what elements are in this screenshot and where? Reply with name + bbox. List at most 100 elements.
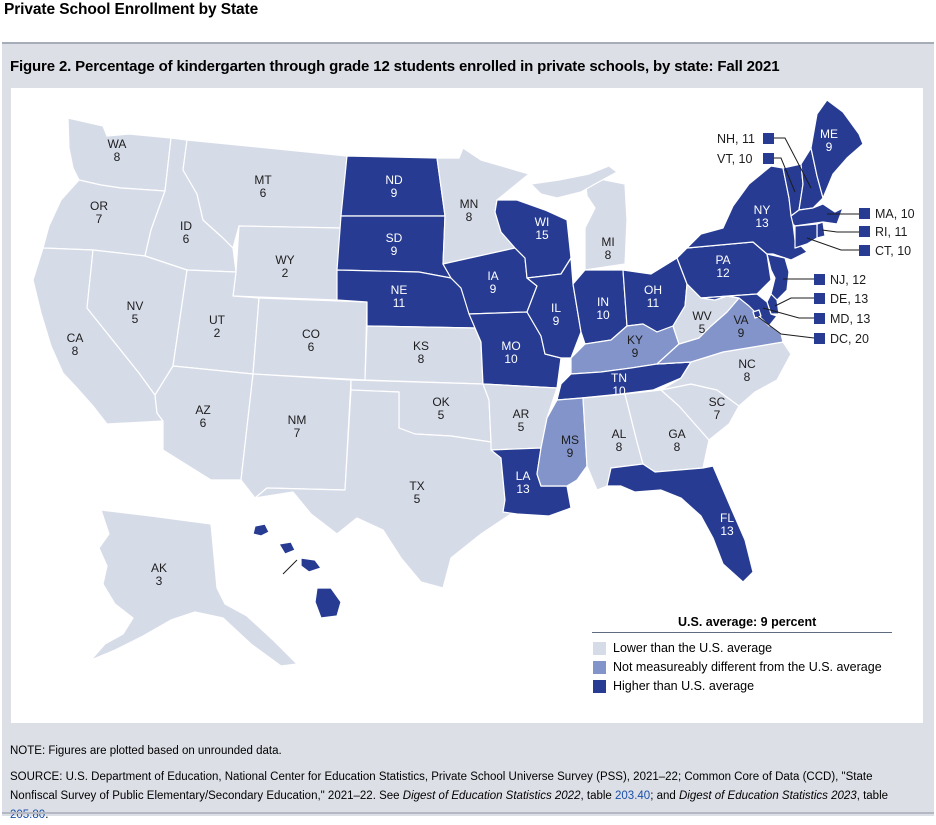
legend-swatch-lower xyxy=(593,641,606,655)
source-part3: ; and xyxy=(650,790,679,802)
callout-DE-label: DE, 13 xyxy=(830,292,868,306)
state-DC[interactable] xyxy=(752,309,762,319)
label-ND: ND 9 xyxy=(385,173,403,200)
note-text: NOTE: Figures are plotted based on unrou… xyxy=(10,745,282,757)
state-TN[interactable] xyxy=(556,361,692,401)
label-MN: MN 8 xyxy=(460,197,479,224)
bottom-rule xyxy=(2,812,934,814)
callout-DE-leader xyxy=(774,297,814,307)
label-TN: TN 10 xyxy=(611,371,627,398)
label-NY: NY 13 xyxy=(754,203,771,230)
label-WV: WV 5 xyxy=(692,309,711,336)
label-VA: VA 9 xyxy=(733,313,748,340)
label-UT: UT 2 xyxy=(209,313,226,340)
state-MA[interactable] xyxy=(790,203,844,227)
label-PA: PA 12 xyxy=(715,253,730,280)
source-table-link-2[interactable]: 205.80 xyxy=(10,809,46,821)
label-NE: NE 11 xyxy=(391,283,408,310)
map-panel: WA 8 OR 7 CA 8 ID 6 NV 5 MT 6 WY 2 UT 2 CO 6 AZ 6 … xyxy=(11,88,923,723)
state-ME[interactable] xyxy=(810,99,864,199)
source-part1: SOURCE: U.S. Department of Education, Na… xyxy=(10,771,873,802)
label-CA: CA 8 xyxy=(67,331,84,358)
callout-RI-label: RI, 11 xyxy=(875,225,907,239)
state-OR[interactable] xyxy=(42,179,166,257)
state-labels: WA 8 OR 7 CA 8 ID 6 NV 5 MT 6 WY 2 UT 2 CO 6 AZ 6 … xyxy=(67,127,838,600)
label-WI: WI 15 xyxy=(535,215,550,242)
state-HI-kauai[interactable] xyxy=(252,523,270,537)
callout-RI-swatch xyxy=(859,226,870,237)
legend-label-lower: Lower than the U.S. average xyxy=(613,641,773,655)
label-WA: WA 8 xyxy=(108,137,127,164)
label-NV: NV 5 xyxy=(127,299,144,326)
label-ID: ID 6 xyxy=(180,219,192,246)
legend-label-same: Not measureably different from the U.S. … xyxy=(613,660,882,674)
label-MO: MO 10 xyxy=(501,339,520,366)
state-MI-upper[interactable] xyxy=(530,165,618,199)
label-LA: LA 13 xyxy=(516,469,531,496)
legend-item-higher: Higher than U.S. average xyxy=(593,679,754,693)
state-HI-group xyxy=(252,523,342,619)
legend-label-higher: Higher than U.S. average xyxy=(613,679,755,693)
callout-MD-label: MD, 13 xyxy=(830,312,870,326)
callout-VT-leader xyxy=(774,157,796,193)
source-part5: . xyxy=(45,809,49,821)
label-FL: FL 13 xyxy=(720,511,734,538)
label-MS: MS 9 xyxy=(561,433,579,460)
source-digest-2022[interactable]: Digest of Education Statistics 2022 xyxy=(402,790,581,802)
callout-NJ-swatch xyxy=(814,274,825,285)
label-SC: SC 7 xyxy=(709,395,726,422)
label-MI: MI 8 xyxy=(601,235,614,262)
callout-CT-label: CT, 10 xyxy=(875,244,911,258)
state-HI-big-island[interactable] xyxy=(314,587,342,619)
state-FL[interactable] xyxy=(606,463,754,583)
label-IA: IA 9 xyxy=(487,269,498,296)
callout-DC-leader xyxy=(756,315,815,339)
callout-NH-swatch xyxy=(763,133,774,144)
state-DE[interactable] xyxy=(766,293,780,315)
callout-MA-swatch xyxy=(859,208,870,219)
label-KY: KY 9 xyxy=(627,333,643,360)
us-map: WA 8 OR 7 CA 8 ID 6 NV 5 MT 6 WY 2 UT 2 CO 6 AZ 6 … xyxy=(32,99,915,667)
label-IN: IN 10 xyxy=(596,295,610,322)
label-AK: AK 3 xyxy=(151,561,167,588)
label-TX: TX 5 xyxy=(409,479,424,506)
legend-swatch-higher xyxy=(593,679,606,693)
label-GA: GA 8 xyxy=(668,427,685,454)
state-MS[interactable] xyxy=(536,397,588,487)
legend-divider xyxy=(592,632,892,633)
label-SD: SD 9 xyxy=(386,231,403,258)
label-KS: KS 8 xyxy=(413,339,429,366)
page-title: Private School Enrollment by State xyxy=(4,1,259,18)
callout-MD-leader xyxy=(762,307,814,319)
label-NC: NC 8 xyxy=(738,357,756,384)
callout-NJ-label: NJ, 12 xyxy=(830,273,866,287)
label-AR: AR 5 xyxy=(513,407,530,434)
callout-NH-leader xyxy=(774,137,812,189)
state-IL[interactable] xyxy=(526,257,582,359)
label-ME: ME 9 xyxy=(820,127,838,154)
callout-MD-swatch xyxy=(814,313,825,324)
callouts: NH, 11 VT, 10 MA, 10 RI, 11 CT, 10 NJ, 1… xyxy=(717,132,915,346)
label-AZ: AZ 6 xyxy=(195,403,210,430)
label-AL: AL 8 xyxy=(612,427,627,454)
label-HI: HI 18 xyxy=(269,573,283,600)
label-OR: OR 7 xyxy=(90,199,108,226)
callout-MA-label: MA, 10 xyxy=(875,207,915,221)
label-OH: OH 11 xyxy=(644,283,662,310)
source-table-link-1[interactable]: 203.40 xyxy=(615,790,651,802)
figure-title: Figure 2. Percentage of kindergarten thr… xyxy=(10,58,780,75)
source-digest-2023[interactable]: Digest of Education Statistics 2023 xyxy=(678,790,857,802)
callout-NH-label: NH, 11 xyxy=(717,132,755,146)
label-CO: CO 6 xyxy=(302,327,320,354)
state-TX[interactable] xyxy=(254,389,512,589)
state-CT[interactable] xyxy=(794,223,818,249)
state-HI-oahu[interactable] xyxy=(278,541,296,555)
state-HI-maui[interactable] xyxy=(300,557,322,573)
source-part4: , table xyxy=(856,790,889,802)
label-IL: IL 9 xyxy=(551,301,561,328)
callout-VT-label: VT, 10 xyxy=(717,152,752,166)
state-AK[interactable] xyxy=(90,509,298,667)
legend-swatch-same xyxy=(593,660,606,674)
state-WY[interactable] xyxy=(232,225,342,301)
callout-DC-swatch xyxy=(814,333,825,344)
